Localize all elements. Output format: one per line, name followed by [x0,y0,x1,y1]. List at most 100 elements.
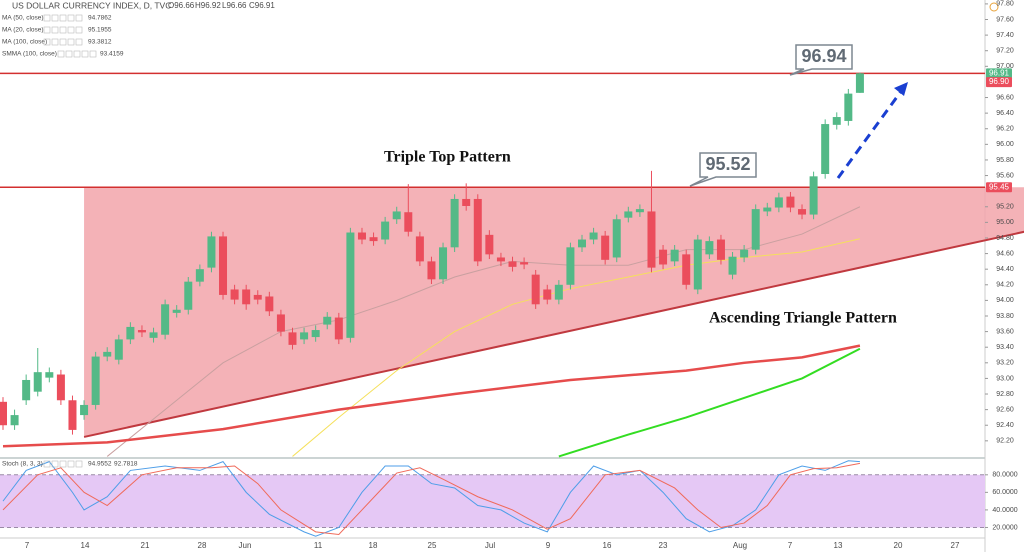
stoch-value: 92.7818 [114,461,138,468]
x-tick-label: 20 [894,541,903,550]
legend-icon [57,50,65,58]
settings-icon[interactable] [989,2,999,12]
ohlc-label: O96.66 [168,1,195,10]
price-tag [986,77,1012,88]
price-tag [986,182,1012,193]
x-tick-label: 28 [198,541,207,550]
x-tick-label: Jun [239,541,252,550]
y-tick-label: 92.40 [996,422,1014,429]
price-tag-label: 96.90 [989,77,1010,86]
y-tick-label: 95.00 [996,219,1014,226]
callout-box [689,152,757,187]
candle-body [740,249,749,258]
candle-body [22,379,31,401]
price-tag [986,68,1012,79]
stoch-band [0,474,985,528]
ohlc-label: H96.92 [195,1,221,10]
candle-body [172,309,181,313]
price-tag-label: 96.91 [989,68,1010,77]
legend-icon [89,50,97,58]
candle-body [635,209,644,213]
candle-body [381,221,390,240]
legend-icon [81,50,89,58]
candle-body [161,304,170,335]
indicator-value: 95.1955 [88,27,112,34]
callout-box [789,44,853,76]
y-tick-label: 95.60 [996,172,1014,179]
triangle-area [84,187,1024,437]
legend-icon [43,460,51,468]
candle-body [705,241,714,255]
candle-body [601,235,610,260]
indicator-value: 94.7862 [88,15,112,22]
candle-body [450,198,459,248]
candle-body [357,232,366,240]
legend-icon [43,38,51,46]
candle-body [821,124,830,174]
candle-body [80,404,89,416]
candle-body [496,257,505,262]
y-tick-label: 95.80 [996,157,1014,164]
candle-body [855,73,864,93]
x-tick-label: 9 [546,541,551,550]
candle-body [311,330,320,338]
y-tick-label: 93.20 [996,360,1014,367]
candle-body [554,284,563,300]
candle-body [415,236,424,262]
candle-body [659,249,668,265]
candle-body [520,262,529,265]
candle-body [392,211,401,220]
candle-body [276,314,285,332]
y-tick-label: 95.20 [996,204,1014,211]
candle-body [68,400,77,430]
candle-body [763,207,772,212]
y-tick-label: 93.40 [996,344,1014,351]
indicator-name: MA (20, close) [2,27,44,34]
candle-body [33,372,42,392]
y-tick-label: 96.60 [996,94,1014,101]
candle-body [149,332,158,338]
y-tick-label: 92.60 [996,406,1014,413]
legend-icon [59,38,67,46]
x-tick-label: 23 [659,541,668,550]
candle-body [473,198,482,262]
candle-body [728,256,737,275]
candle-body [114,339,123,360]
candle-body [369,237,378,242]
candle-body [670,249,679,262]
candle-body [10,415,19,426]
y-tick-label: 93.80 [996,313,1014,320]
candle-body [230,289,239,300]
y-tick-label: 94.80 [996,235,1014,242]
legend-icon [51,460,59,468]
y-tick-label: 92.20 [996,438,1014,445]
candle-body [265,296,274,312]
y-tick-label: 93.60 [996,328,1014,335]
candle-body [589,232,598,240]
y-tick-label: 96.40 [996,110,1014,117]
x-tick-label: 25 [428,541,437,550]
candle-body [832,117,841,125]
x-tick-label: Aug [733,541,747,550]
indicator-line [106,206,861,457]
legend-icon [73,50,81,58]
y-tick-label: 97.60 [996,16,1014,23]
indicator-line [558,347,861,458]
callout-label: 96.94 [801,46,846,66]
candle-body [543,289,552,300]
x-tick-label: 11 [314,541,323,550]
candle-body [91,356,100,405]
legend-icon [65,50,73,58]
candle-body [253,294,262,300]
stoch-tick-label: 20.0000 [992,524,1017,531]
y-tick-label: 93.00 [996,375,1014,382]
trendline [83,230,1024,438]
y-tick-label: 96.20 [996,126,1014,133]
candle-body [798,209,807,215]
y-tick-label: 97.20 [996,48,1014,55]
candle-body [751,209,760,250]
candle-body [219,236,228,295]
legend-icon [51,38,59,46]
x-tick-label: 16 [603,541,612,550]
